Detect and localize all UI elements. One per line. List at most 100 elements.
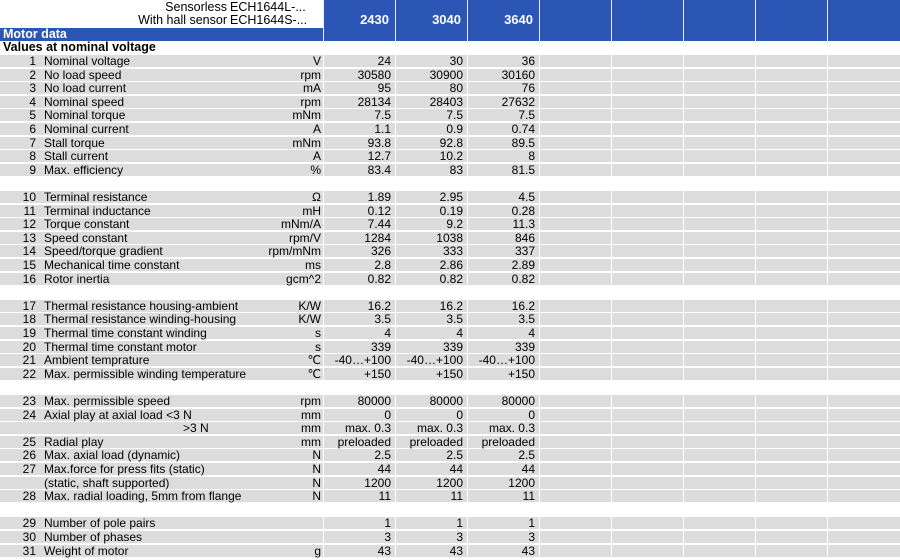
empty-cell (540, 299, 611, 312)
value-cell: 1 (396, 517, 467, 530)
parameter-unit: rpm (300, 394, 321, 408)
value-cell: 30160 (468, 68, 539, 81)
parameter-unit: s (315, 339, 321, 354)
parameter-name: >3 N (183, 421, 209, 436)
value-cell: 80 (396, 82, 467, 95)
value-cell: 3 (468, 531, 539, 544)
parameter-cell: 21 Ambient temprature ℃ (0, 353, 323, 368)
empty-cell (684, 150, 755, 163)
empty-cell (828, 408, 900, 421)
parameter-unit: rpm/mNm (268, 244, 321, 259)
empty-cell (828, 544, 900, 557)
parameter-cell: 29 Number of pole pairs (0, 517, 323, 530)
parameter-name: Max. radial loading, 5mm from flange (44, 489, 242, 504)
table-row: 20 Thermal time constant motor s 339 339 339 (0, 339, 900, 354)
empty-cell (828, 150, 900, 163)
value-cell: 81.5 (468, 163, 539, 176)
empty-cell (612, 95, 683, 108)
table-row: (static, shaft supported) N 1200 1200 1200 (0, 476, 900, 490)
empty-cell (612, 340, 683, 353)
empty-cell (612, 476, 683, 489)
empty-cell (684, 259, 755, 271)
empty-cell (612, 55, 683, 67)
empty-cell (756, 68, 827, 81)
empty-cell (828, 395, 900, 407)
empty-cell (612, 490, 683, 503)
empty-cell (756, 231, 827, 244)
parameter-cell: 15 Mechanical time constant ms (0, 259, 323, 272)
empty-cell (612, 544, 683, 557)
value-cell: 16.2 (324, 299, 395, 312)
parameter-name: Rotor inertia (44, 271, 110, 286)
value-cell: 0 (468, 408, 539, 421)
value-cell: 0.9 (396, 123, 467, 136)
value-cell: 0.82 (468, 272, 539, 285)
empty-cell (540, 340, 611, 353)
row-number: 7 (29, 135, 36, 150)
value-cell: 44 (468, 463, 539, 476)
parameter-unit: mm (301, 434, 321, 449)
value-cell: max. 0.3 (396, 422, 467, 435)
value-cell: 2.5 (396, 449, 467, 462)
value-cell: 16.2 (468, 299, 539, 312)
parameter-cell: 12 Torque constant mNm/A (0, 218, 323, 231)
empty-cell (684, 313, 755, 326)
model-column-header: 2430 (323, 0, 395, 41)
empty-cell (828, 109, 900, 122)
row-number: 9 (29, 162, 36, 177)
parameter-name: Max. axial load (dynamic) (44, 448, 181, 463)
empty-cell (756, 463, 827, 475)
empty-cell (612, 231, 683, 244)
value-cell: 1284 (324, 231, 395, 244)
row-number: 30 (22, 530, 36, 544)
empty-cell (828, 490, 900, 503)
value-cell: 2.5 (324, 449, 395, 462)
value-cell: 1 (468, 517, 539, 530)
value-cell: 0.19 (396, 204, 467, 217)
parameter-unit: N (312, 448, 321, 463)
empty-cell (828, 82, 900, 95)
value-cell: 43 (324, 544, 395, 557)
parameter-name: Nominal torque (44, 108, 126, 123)
empty-cell (540, 272, 611, 285)
empty-cell (828, 191, 900, 203)
value-cell: 83 (396, 163, 467, 176)
parameter-cell: 26 Max. axial load (dynamic) N (0, 448, 323, 463)
parameter-name: Max. efficiency (44, 162, 124, 177)
empty-cell (540, 422, 611, 435)
value-cell: 7.5 (324, 109, 395, 122)
parameter-cell: 17 Thermal resistance housing-ambient K/W (0, 299, 323, 312)
empty-cell (612, 395, 683, 407)
empty-cell (756, 313, 827, 326)
parameter-unit: % (310, 162, 321, 177)
empty-cell (612, 463, 683, 475)
empty-cell (828, 313, 900, 326)
spacer-row (0, 381, 900, 394)
value-cell: preloaded (396, 435, 467, 448)
empty-cell (828, 354, 900, 367)
empty-cell (756, 422, 827, 435)
empty-cell (540, 123, 611, 135)
table-row: 2 No load speed rpm 30580 30900 30160 (0, 68, 900, 82)
empty-cell (684, 231, 755, 244)
parameter-unit: mNm (292, 108, 321, 123)
empty-cell (756, 136, 827, 149)
value-cell: 11 (324, 490, 395, 503)
sensorless-row: Sensorless ECH1644L-... (0, 1, 323, 14)
model-number: 3640 (504, 12, 533, 27)
table-row: 21 Ambient temprature ℃ -40…+100 -40…+100 -40… (0, 354, 900, 367)
table-row: 22 Max. permissible winding temperature ℃ +… (0, 367, 900, 381)
model-header: Sensorless ECH1644L-... With hall sensor… (0, 0, 323, 28)
parameter-unit: ℃ (307, 353, 321, 368)
value-cell: 333 (396, 245, 467, 258)
empty-cell (828, 367, 900, 380)
spacer-row (0, 177, 900, 190)
empty-cell (828, 204, 900, 217)
value-cell: 337 (468, 245, 539, 258)
model-number: 2430 (360, 12, 389, 27)
empty-cell (540, 136, 611, 149)
value-cell: 11 (468, 490, 539, 503)
parameter-unit: A (312, 122, 321, 136)
value-cell: 2.86 (396, 259, 467, 272)
